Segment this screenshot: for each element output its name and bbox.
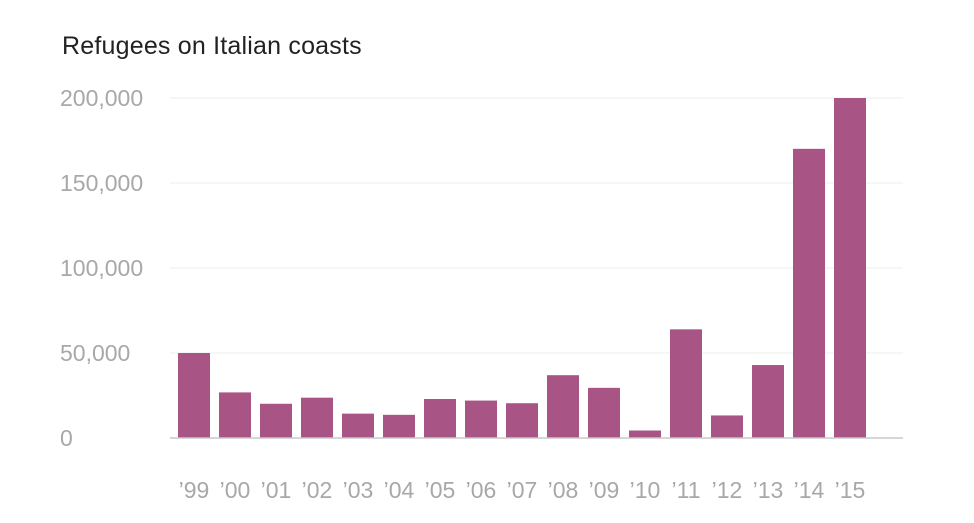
chart-title: Refugees on Italian coasts bbox=[62, 32, 362, 60]
bar bbox=[260, 403, 292, 438]
bar bbox=[711, 415, 743, 438]
x-tick-label: ’04 bbox=[384, 477, 415, 503]
x-axis-ticks: ’99 ’00 ’01 ’02 ’03 ’04 ’05 ’06 ’07 ’08 ’09 ’10 ’11 ’… bbox=[179, 477, 866, 503]
bar bbox=[834, 98, 866, 438]
bar bbox=[219, 392, 251, 438]
x-tick-label: ’09 bbox=[589, 477, 620, 503]
x-tick-label: ’05 bbox=[425, 477, 456, 503]
bar bbox=[506, 403, 538, 438]
bar bbox=[793, 148, 825, 438]
y-tick-label: 100,000 bbox=[60, 255, 143, 281]
x-tick-label: ’00 bbox=[220, 477, 251, 503]
bar bbox=[588, 387, 620, 438]
bar bbox=[383, 414, 415, 438]
x-tick-label: ’14 bbox=[794, 477, 825, 503]
y-tick-label: 0 bbox=[60, 425, 73, 451]
bar bbox=[465, 400, 497, 438]
bar bbox=[342, 413, 374, 438]
y-tick-label: 150,000 bbox=[60, 170, 143, 196]
bar bbox=[424, 399, 456, 438]
bar bbox=[301, 397, 333, 438]
gridlines bbox=[170, 97, 903, 354]
x-tick-label: ’06 bbox=[466, 477, 497, 503]
y-tick-label: 200,000 bbox=[60, 85, 143, 111]
y-axis-ticks: 0 50,000 100,000 150,000 200,000 bbox=[60, 85, 143, 451]
x-tick-label: ’08 bbox=[548, 477, 579, 503]
x-tick-label: ’99 bbox=[179, 477, 210, 503]
x-tick-label: ’03 bbox=[343, 477, 374, 503]
x-tick-label: ’13 bbox=[753, 477, 784, 503]
x-tick-label: ’12 bbox=[712, 477, 743, 503]
bar bbox=[670, 329, 702, 438]
bar bbox=[547, 375, 579, 438]
x-tick-label: ’10 bbox=[630, 477, 661, 503]
bar bbox=[629, 430, 661, 438]
bar bbox=[752, 365, 784, 438]
bars bbox=[178, 98, 866, 438]
x-tick-label: ’15 bbox=[835, 477, 866, 503]
x-tick-label: ’01 bbox=[261, 477, 292, 503]
x-tick-label: ’02 bbox=[302, 477, 333, 503]
y-tick-label: 50,000 bbox=[60, 340, 130, 366]
x-tick-label: ’07 bbox=[507, 477, 538, 503]
bar bbox=[178, 353, 210, 438]
x-tick-label: ’11 bbox=[672, 477, 701, 503]
